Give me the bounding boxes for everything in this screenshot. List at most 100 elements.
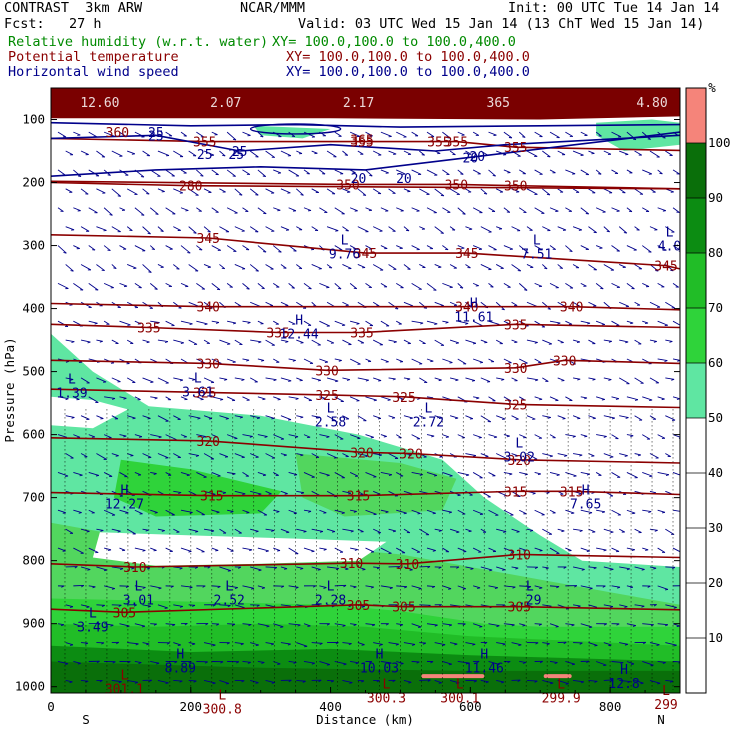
wind-arrow — [549, 207, 559, 212]
wind-arrow — [665, 642, 677, 646]
wind-arrow-head — [349, 682, 353, 684]
wind-arrow — [488, 661, 500, 665]
wind-arrow-head — [673, 607, 677, 609]
center-label: NCAR/MMM — [240, 0, 306, 16]
wind-arrow-head — [189, 323, 193, 326]
wind-arrow-head — [365, 455, 369, 458]
y-axis-title: Pressure (hPa) — [2, 337, 17, 442]
wind-arrow — [572, 604, 581, 607]
wind-arrow — [80, 377, 90, 384]
wind-arrow — [588, 415, 596, 419]
wind-arrow — [342, 188, 351, 193]
wind-arrow — [357, 642, 365, 646]
wind-arrow-head — [170, 585, 174, 588]
wind-arrow — [665, 453, 671, 457]
wind-arrow — [488, 207, 496, 212]
wind-arrow — [449, 377, 459, 381]
wind-arrow — [157, 264, 164, 268]
wind-arrow — [442, 585, 452, 590]
wind-arrow-head — [361, 644, 365, 646]
wind-arrow — [426, 396, 434, 399]
wind-arrow-head — [326, 664, 330, 666]
wind-arrow — [619, 453, 628, 457]
wind-arrow — [57, 396, 69, 400]
wind-arrow — [234, 528, 242, 534]
wind-arrow — [242, 585, 255, 589]
wind-arrow — [572, 226, 583, 231]
wind-arrow — [334, 320, 346, 326]
wind-arrow-head — [620, 662, 624, 665]
top-contour-label: 25 — [148, 126, 164, 141]
wind-arrow — [226, 169, 236, 177]
wind-arrow-head — [603, 436, 607, 438]
wind-arrow — [349, 283, 358, 290]
wind-arrow-head — [640, 682, 644, 685]
wind-arrow-head — [454, 643, 458, 646]
wind-arrow — [265, 264, 274, 270]
wind-contours — [51, 121, 680, 177]
extremum-letter: H — [376, 647, 384, 662]
wind-arrow — [365, 358, 372, 362]
wind-arrow — [449, 150, 456, 156]
wind-label: 20 — [351, 172, 367, 187]
wind-arrow — [442, 207, 451, 213]
wind-arrow — [180, 131, 187, 137]
wind-arrow — [542, 301, 551, 310]
wind-arrow — [157, 453, 169, 459]
wind-arrow-head — [346, 379, 351, 381]
wind-arrow-head — [434, 323, 438, 325]
wind-arrow — [603, 339, 612, 342]
wind-arrow-head — [672, 566, 676, 570]
wind-arrow — [419, 339, 426, 345]
wind-arrow — [557, 679, 569, 685]
wind-arrow-head — [134, 681, 138, 684]
wind-arrow — [119, 396, 127, 399]
wind-arrow-head — [353, 287, 357, 290]
wind-arrow — [257, 434, 268, 437]
wind-arrow — [411, 320, 424, 324]
wind-arrow — [334, 245, 343, 251]
wind-arrow-head — [379, 643, 383, 646]
wind-arrow — [303, 320, 312, 326]
wind-arrow-head — [348, 643, 352, 646]
extremum-value: 3.02 — [504, 450, 535, 465]
wind-arrow — [434, 415, 443, 419]
wind-arrow — [434, 339, 445, 346]
wind-arrow-head — [77, 175, 82, 177]
extremum-value: 1.39 — [56, 387, 87, 402]
theta-label: 320 — [197, 435, 220, 450]
wind-arrow — [311, 528, 323, 532]
wind-arrow — [565, 131, 574, 137]
wind-arrow-head — [165, 682, 169, 685]
wind-arrow — [534, 358, 542, 364]
wind-arrow-head — [559, 267, 563, 269]
wind-arrow-head — [593, 567, 597, 570]
wind-arrow-head — [392, 679, 396, 683]
wind-arrow — [457, 509, 466, 515]
wind-arrow — [419, 150, 425, 156]
wind-arrow — [565, 509, 575, 514]
wind-arrow — [565, 547, 572, 551]
wind-arrow-head — [261, 662, 265, 664]
wind-arrow-head — [99, 340, 103, 343]
wind-arrow-head — [280, 626, 284, 628]
wind-arrow — [211, 434, 218, 438]
wind-arrow — [588, 301, 597, 307]
wind-arrow — [480, 377, 491, 383]
wind-arrow-head — [65, 398, 69, 401]
extremum-value: 2.58 — [315, 416, 346, 431]
wind-arrow — [549, 282, 559, 289]
wind-arrow — [449, 339, 459, 344]
wind-arrow — [211, 472, 221, 477]
wind-arrow — [280, 604, 291, 607]
wind-arrow — [319, 547, 327, 550]
wind-arrow — [165, 169, 175, 177]
extremum-value: 301.1 — [105, 682, 144, 697]
wind-arrow-head — [547, 308, 551, 310]
wind-contour — [51, 131, 680, 177]
wind-arrow-head — [300, 454, 304, 457]
extremum-letter: L — [515, 436, 523, 451]
wind-arrow-head — [387, 399, 391, 401]
wind-arrow-head — [227, 570, 231, 572]
